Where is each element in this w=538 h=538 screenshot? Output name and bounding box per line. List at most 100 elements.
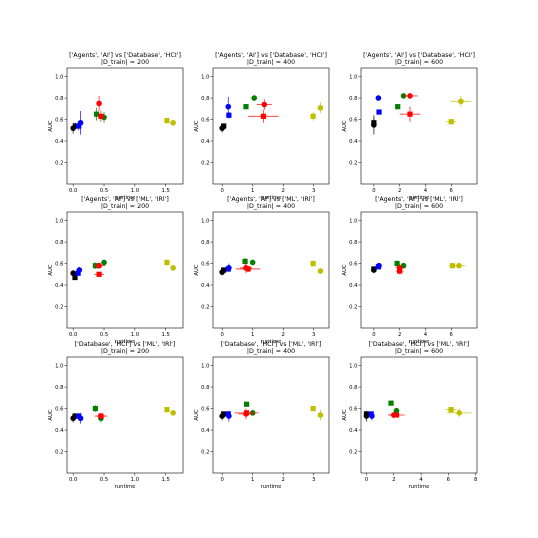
subplot-title-line: ['Agents', 'AI'] vs ['Database', 'HCI']: [215, 52, 327, 59]
x-tick-label: 1: [251, 332, 254, 338]
y-axis-label: AUC: [48, 264, 54, 276]
x-axis-label: runtime: [115, 484, 136, 490]
x-tick-label: 3: [312, 477, 315, 483]
y-tick-label: 0.4: [349, 139, 358, 145]
x-tick-label: 2: [282, 477, 285, 483]
x-tick-label: 0: [220, 332, 224, 338]
x-tick-label: 0: [365, 477, 369, 483]
data-point-square-red: [243, 410, 250, 416]
data-point-square-yellow: [310, 260, 316, 267]
y-tick-label: 0.8: [55, 385, 64, 391]
data-point-square-yellow: [164, 407, 170, 413]
x-tick-label: 4: [424, 188, 428, 194]
x-axis-label: runtime: [115, 195, 136, 201]
x-tick-label: 0: [220, 477, 224, 483]
y-axis-label: AUC: [48, 120, 54, 132]
data-point-square-green: [242, 258, 248, 265]
data-point-square-green: [395, 104, 401, 110]
y-tick-label: 0.8: [55, 96, 64, 102]
y-tick-label: 0.4: [55, 139, 64, 145]
y-tick-label: 0.4: [55, 283, 64, 289]
x-tick-label: 2: [392, 477, 395, 483]
subplot-title-line: |D_train| = 400: [247, 348, 295, 355]
data-point-square-blue: [225, 411, 231, 417]
y-axis-label: AUC: [194, 120, 200, 132]
y-axis-label: AUC: [194, 409, 200, 421]
subplot-title-line: |D_train| = 600: [395, 348, 443, 355]
x-tick-label: 0.5: [100, 332, 108, 338]
data-point-circle-yellow: [456, 262, 462, 269]
data-point-circle-yellow: [170, 119, 176, 126]
data-point-square-blue: [75, 270, 81, 276]
y-tick-label: 0.8: [201, 96, 210, 102]
data-point-square-blue: [225, 266, 231, 272]
data-point-circle-yellow: [317, 268, 324, 274]
axes-frame: [360, 67, 478, 185]
x-axis-label: runtime: [115, 339, 136, 345]
x-tick-label: 2: [398, 332, 401, 338]
y-tick-label: 1.0: [349, 363, 358, 369]
data-point-circle-yellow: [458, 98, 464, 105]
subplot-title-line: |D_train| = 200: [101, 348, 149, 355]
x-tick-label: 0: [220, 188, 224, 194]
y-tick-label: 0.6: [55, 406, 64, 412]
data-point-square-black: [73, 123, 79, 129]
y-tick-label: 0.6: [55, 117, 64, 123]
x-tick-label: 0.5: [100, 188, 108, 194]
data-point-square-blue: [375, 264, 381, 270]
subplot-title-line: |D_train| = 200: [101, 59, 149, 66]
x-tick-label: 4: [419, 477, 423, 483]
axes-frame: [212, 67, 330, 185]
y-tick-label: 0.8: [201, 385, 210, 391]
subplot-title-line: |D_train| = 400: [247, 59, 295, 66]
y-tick-label: 0.8: [349, 96, 358, 102]
subplot-title-line: ['Database', 'HCI'] vs ['ML', 'IRl']: [221, 341, 322, 348]
data-point-circle-blue: [225, 103, 232, 110]
x-tick-label: 1: [251, 188, 254, 194]
y-tick-label: 0.2: [349, 304, 357, 310]
data-point-circle-black: [70, 270, 76, 277]
data-point-square-yellow: [164, 118, 170, 124]
data-point-square-black: [371, 266, 377, 272]
y-tick-label: 0.8: [55, 240, 64, 246]
data-point-square-yellow: [448, 119, 454, 125]
y-tick-label: 0.2: [55, 304, 63, 310]
y-tick-label: 0.4: [349, 283, 358, 289]
x-tick-label: 0.0: [69, 477, 78, 483]
data-point-square-red: [98, 413, 104, 419]
y-tick-label: 0.2: [201, 160, 209, 166]
y-tick-label: 0.6: [349, 117, 358, 123]
data-point-circle-green: [101, 259, 107, 266]
y-tick-label: 0.2: [349, 160, 357, 166]
y-axis-label: AUC: [48, 409, 54, 421]
subplot-title-line: |D_train| = 200: [101, 203, 149, 210]
axes-frame: [360, 211, 478, 329]
subplot-9: ['Database', 'HCI'] vs ['ML', 'IRl']|D_t…: [342, 341, 478, 490]
y-tick-label: 1.0: [201, 363, 210, 369]
y-tick-label: 0.8: [201, 240, 210, 246]
x-tick-label: 1.5: [162, 332, 170, 338]
data-point-circle-blue: [375, 95, 382, 101]
y-tick-label: 0.4: [201, 283, 210, 289]
data-point-square-red: [393, 412, 400, 418]
data-point-square-black: [72, 413, 78, 419]
data-point-square-red: [98, 113, 104, 119]
data-point-circle-yellow: [170, 265, 176, 271]
subplot-5: ['Agents', 'AI'] vs ['ML', 'IRl']|D_trai…: [194, 196, 330, 345]
y-axis-label: AUC: [342, 120, 348, 132]
data-point-circle-yellow: [317, 412, 324, 418]
subplot-title-line: ['Agents', 'AI'] vs ['ML', 'IRl']: [375, 196, 463, 203]
data-point-circle-yellow: [317, 104, 324, 111]
y-tick-label: 1.0: [349, 218, 358, 224]
y-tick-label: 0.2: [55, 449, 63, 455]
y-tick-label: 0.8: [349, 240, 358, 246]
x-axis-label: runtime: [261, 195, 282, 201]
y-tick-label: 1.0: [55, 218, 64, 224]
y-tick-label: 0.6: [201, 406, 210, 412]
y-tick-label: 0.6: [349, 406, 358, 412]
y-tick-label: 0.2: [55, 160, 63, 166]
data-point-square-black: [72, 274, 78, 281]
x-tick-label: 1.5: [162, 477, 170, 483]
subplot-title-line: ['Agents', 'AI'] vs ['Database', 'HCI']: [69, 52, 181, 59]
